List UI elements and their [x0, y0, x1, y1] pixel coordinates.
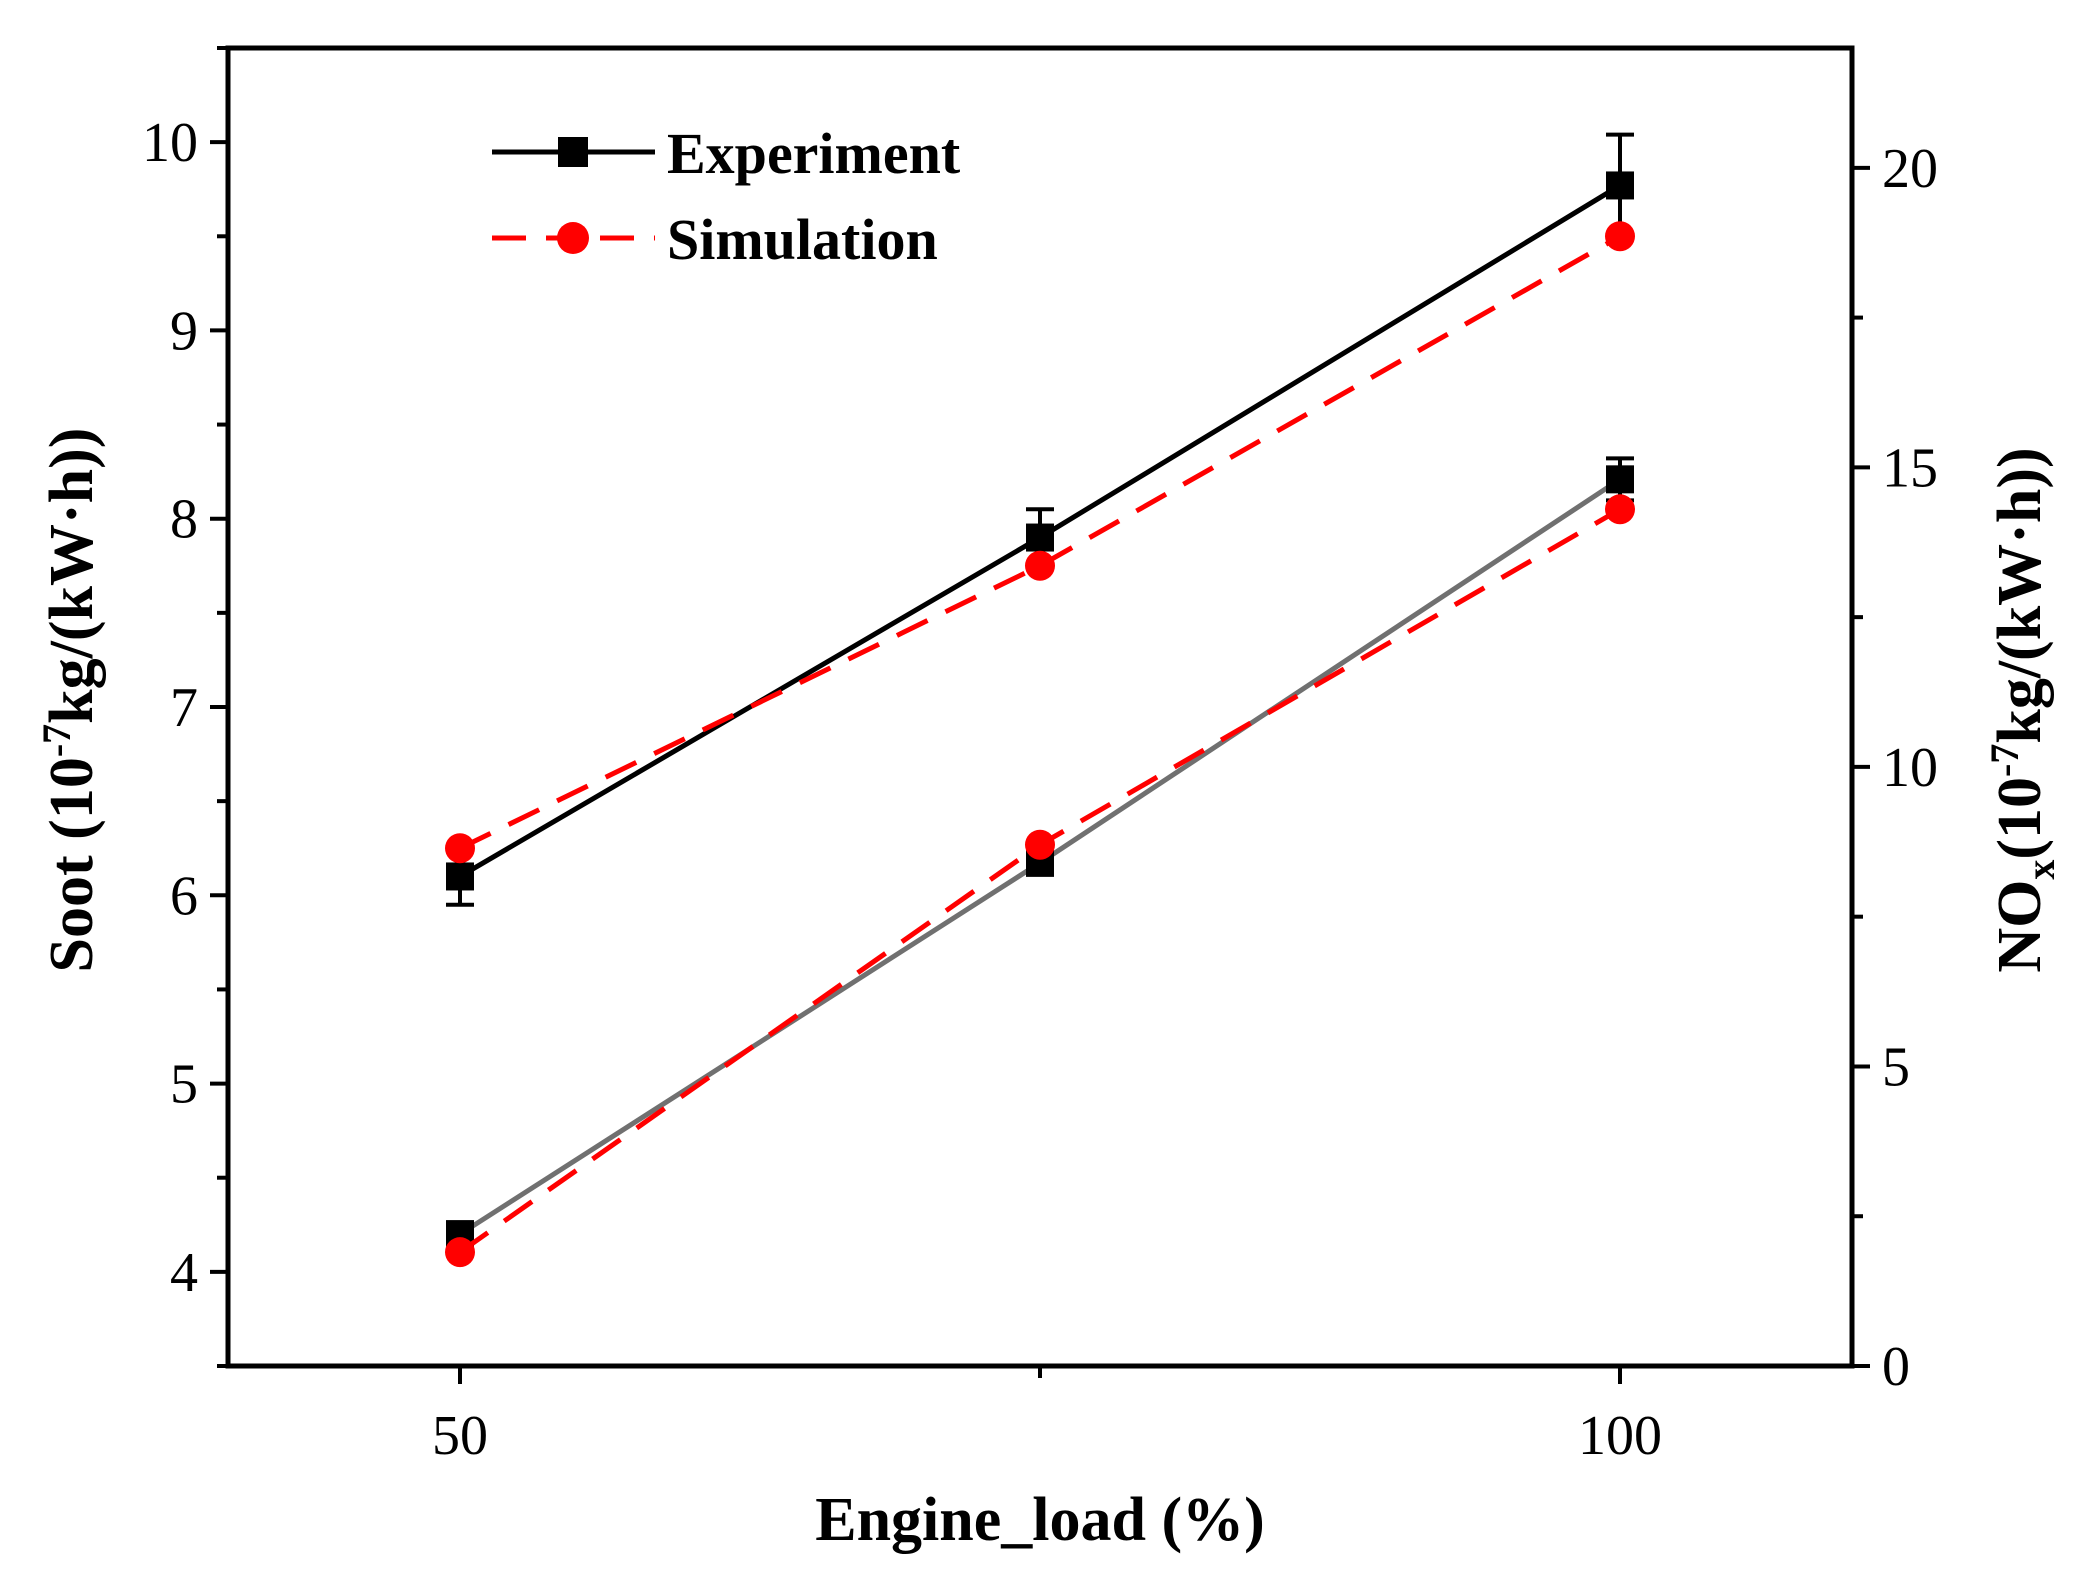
right-y-title-sup: -7 — [1982, 744, 2027, 777]
nox-experiment-point — [1606, 465, 1634, 494]
soot-experiment-point — [1026, 523, 1054, 552]
nox-simulation-line — [458, 507, 1622, 1255]
right-y-title-rest: kg/(kW·h)) — [1986, 447, 2054, 743]
legend-simulation-label: Simulation — [667, 207, 938, 272]
soot-experiment-point — [1606, 171, 1634, 200]
left-y-tick-label: 7 — [170, 677, 198, 739]
legend: Experiment Simulation — [492, 121, 961, 272]
legend-experiment-marker — [558, 137, 588, 167]
left-y-tick-label: 4 — [170, 1242, 198, 1304]
plot-frame — [225, 45, 1855, 1369]
nox-simulation-point — [1025, 829, 1055, 860]
right-y-title-sub: x — [2018, 860, 2063, 880]
soot-simulation-line — [458, 234, 1622, 851]
right-y-title-paren: (10 — [1986, 777, 2054, 860]
right-y-tick-label: 5 — [1882, 1036, 1910, 1098]
series-layer — [445, 132, 1635, 1268]
x-tick-label: 100 — [1578, 1405, 1662, 1467]
left-y-axis-title: Soot (10-7kg/(kW·h)) — [34, 428, 106, 973]
legend-experiment-label: Experiment — [667, 121, 961, 186]
right-y-tick-label: 10 — [1882, 737, 1938, 799]
left-y-tick-label: 9 — [170, 300, 198, 362]
right-y-tick-label: 0 — [1882, 1336, 1910, 1398]
left-y-tick-label: 8 — [170, 489, 198, 551]
left-y-tick-label: 5 — [170, 1054, 198, 1116]
right-y-tick-label: 15 — [1882, 437, 1938, 499]
nox-simulation-point — [1605, 494, 1635, 525]
left-y-tick-label: 6 — [170, 865, 198, 927]
left-y-title-sup: -7 — [34, 724, 79, 757]
soot-experiment-point — [446, 862, 474, 891]
soot-simulation-point — [445, 833, 475, 864]
x-axis-title: Engine_load (%) — [815, 1486, 1265, 1554]
nox-simulation-point — [445, 1237, 475, 1268]
left-y-title-main: Soot (10 — [38, 757, 106, 972]
right-y-tick-label: 20 — [1882, 138, 1938, 200]
right-y-axis-title: NOx(10-7kg/(kW·h)) — [1982, 447, 2063, 972]
left-y-tick-label: 10 — [142, 112, 198, 174]
soot-simulation-point — [1025, 550, 1055, 581]
right-y-title-main: NO — [1986, 880, 2054, 973]
x-tick-label: 50 — [432, 1405, 488, 1467]
legend-simulation-marker — [557, 222, 589, 254]
soot-simulation-point — [1605, 221, 1635, 252]
left-y-title-rest: kg/(kW·h)) — [38, 428, 106, 724]
